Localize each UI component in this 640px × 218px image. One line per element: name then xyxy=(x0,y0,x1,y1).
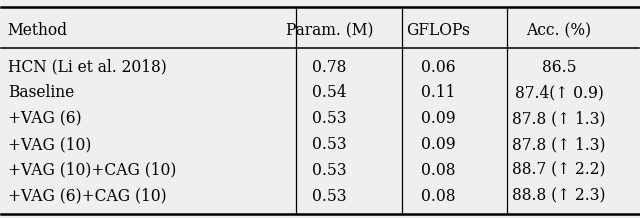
Text: 88.8 (↑ 2.3): 88.8 (↑ 2.3) xyxy=(512,188,605,205)
Text: HCN (Li et al. 2018): HCN (Li et al. 2018) xyxy=(8,58,166,75)
Text: 0.08: 0.08 xyxy=(420,188,455,205)
Text: 0.54: 0.54 xyxy=(312,84,347,101)
Text: +VAG (6): +VAG (6) xyxy=(8,110,81,127)
Text: Baseline: Baseline xyxy=(8,84,74,101)
Text: 0.53: 0.53 xyxy=(312,110,347,127)
Text: 0.53: 0.53 xyxy=(312,136,347,153)
Text: 87.8 (↑ 1.3): 87.8 (↑ 1.3) xyxy=(512,136,605,153)
Text: 0.06: 0.06 xyxy=(420,58,455,75)
Text: Acc. (%): Acc. (%) xyxy=(526,22,591,39)
Text: 87.4(↑ 0.9): 87.4(↑ 0.9) xyxy=(515,84,604,101)
Text: +VAG (6)+CAG (10): +VAG (6)+CAG (10) xyxy=(8,188,166,205)
Text: 0.09: 0.09 xyxy=(420,110,455,127)
Text: +VAG (10): +VAG (10) xyxy=(8,136,91,153)
Text: 0.53: 0.53 xyxy=(312,162,347,179)
Text: 87.8 (↑ 1.3): 87.8 (↑ 1.3) xyxy=(512,110,605,127)
Text: Param. (M): Param. (M) xyxy=(286,22,373,39)
Text: 0.53: 0.53 xyxy=(312,188,347,205)
Text: 0.09: 0.09 xyxy=(420,136,455,153)
Text: Method: Method xyxy=(8,22,68,39)
Text: 0.11: 0.11 xyxy=(420,84,455,101)
Text: 0.78: 0.78 xyxy=(312,58,347,75)
Text: 88.7 (↑ 2.2): 88.7 (↑ 2.2) xyxy=(512,162,605,179)
Text: +VAG (10)+CAG (10): +VAG (10)+CAG (10) xyxy=(8,162,176,179)
Text: 0.08: 0.08 xyxy=(420,162,455,179)
Text: GFLOPs: GFLOPs xyxy=(406,22,470,39)
Text: 86.5: 86.5 xyxy=(541,58,576,75)
